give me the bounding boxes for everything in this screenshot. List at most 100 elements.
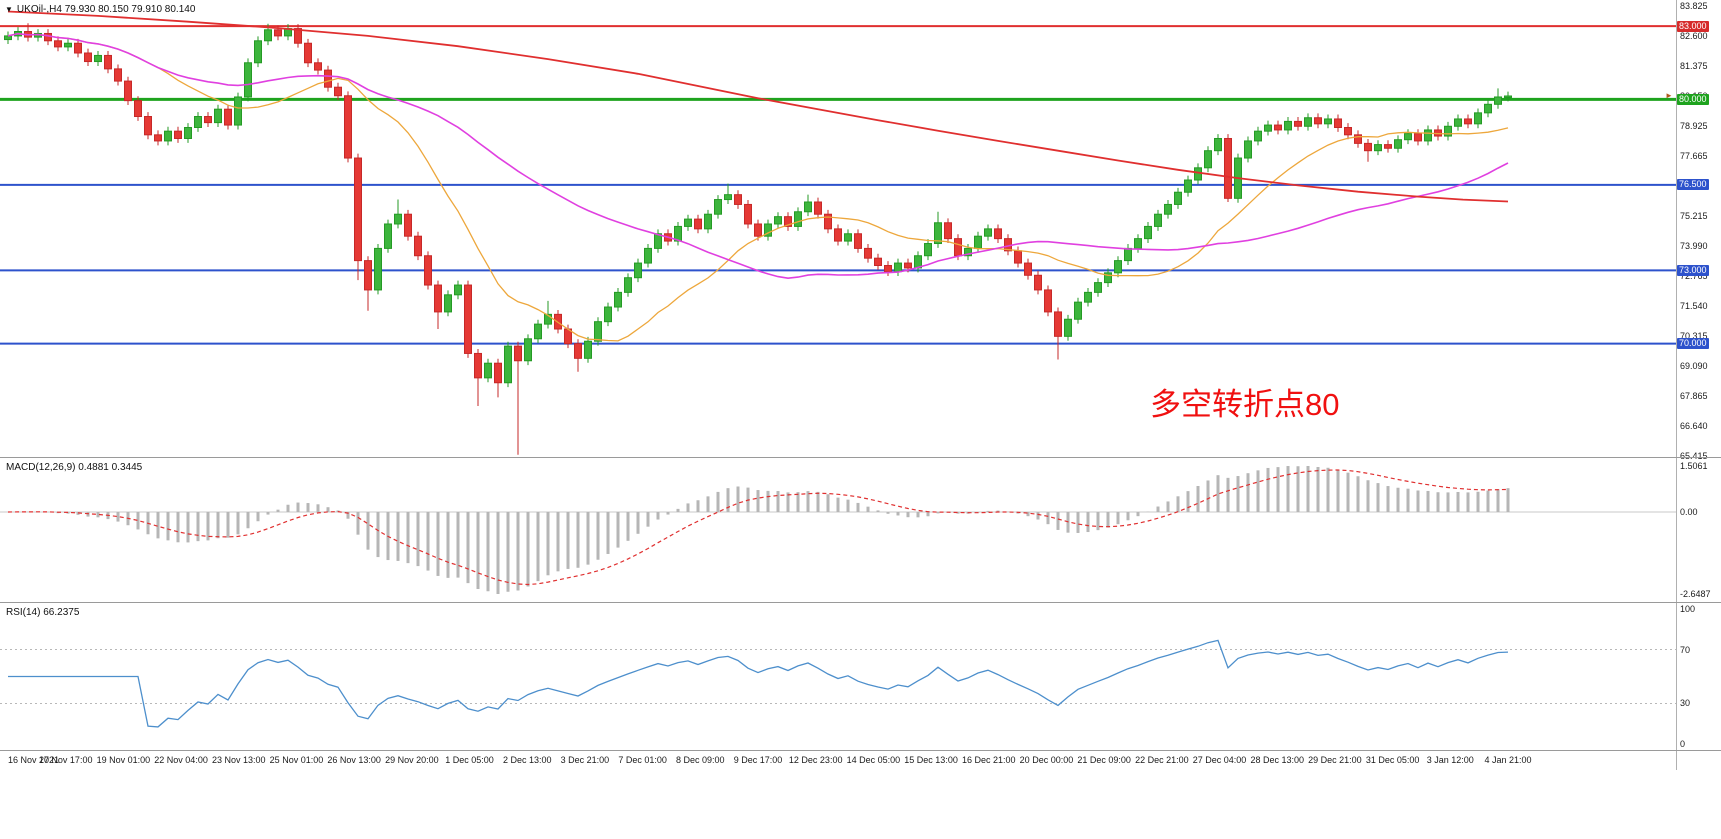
candle-up bbox=[794, 211, 802, 227]
time-axis-label: 14 Dec 05:00 bbox=[846, 755, 901, 765]
candle-down bbox=[274, 29, 282, 37]
candle-up bbox=[844, 233, 852, 242]
candle-up bbox=[1094, 282, 1102, 293]
time-axis-label: 26 Nov 13:00 bbox=[327, 755, 381, 765]
chart-annotation-text: 多空转折点80 bbox=[1150, 387, 1340, 422]
time-axis-label: 22 Dec 21:00 bbox=[1135, 755, 1189, 765]
price-axis-label: 70.315 bbox=[1680, 330, 1708, 341]
time-axis-label: 25 Nov 01:00 bbox=[269, 755, 324, 765]
candle-down bbox=[754, 223, 762, 237]
candle-up bbox=[614, 291, 622, 308]
price-axis-label: 71.540 bbox=[1680, 301, 1708, 312]
candle-down bbox=[134, 100, 142, 118]
candle-down bbox=[334, 86, 342, 97]
candle-up bbox=[1144, 225, 1152, 240]
time-scale[interactable]: 16 Nov 2021 17 Nov 17:00 19 Nov 01:00 22 No… bbox=[0, 753, 1676, 770]
price-axis-label: 67.865 bbox=[1680, 390, 1708, 401]
candle-up bbox=[1264, 124, 1272, 132]
candle-down bbox=[874, 257, 882, 267]
time-axis-label: 22 Nov 04:00 bbox=[154, 755, 208, 765]
candle-up bbox=[214, 108, 222, 124]
candle-down bbox=[354, 157, 362, 262]
macd-signal-line bbox=[7, 469, 1509, 586]
price-axis-label: 69.090 bbox=[1680, 360, 1708, 371]
candle-down bbox=[1384, 144, 1392, 149]
candle-down bbox=[514, 345, 522, 362]
hline-price-badge: 76.500 bbox=[1677, 179, 1709, 191]
candle-up bbox=[644, 247, 652, 264]
price-scale[interactable]: 1.5061 0.00 -2.6487 100 70 30 0 83.825 82… bbox=[1676, 0, 1721, 770]
candle-up bbox=[1424, 129, 1432, 142]
candle-down bbox=[944, 222, 952, 240]
time-axis-label: 7 Dec 01:00 bbox=[618, 755, 667, 765]
symbol-dropdown-icon[interactable]: ▼ bbox=[5, 4, 13, 14]
candle-down bbox=[304, 42, 312, 64]
candle-down bbox=[1224, 137, 1232, 199]
price-axis-label: 77.665 bbox=[1680, 151, 1708, 162]
price-chart-canvas[interactable] bbox=[0, 0, 1676, 457]
candle-up bbox=[704, 213, 712, 230]
candle-up bbox=[804, 201, 812, 213]
candle-up bbox=[184, 127, 192, 139]
time-axis-label: 27 Dec 04:00 bbox=[1192, 755, 1247, 765]
candle-down bbox=[864, 247, 872, 259]
candle-up bbox=[1444, 125, 1452, 137]
hline-price-badge: 80.000 bbox=[1677, 93, 1709, 105]
candle-up bbox=[254, 40, 262, 64]
candle-down bbox=[74, 42, 82, 54]
candle-up bbox=[1304, 117, 1312, 127]
candle-up bbox=[1164, 203, 1172, 215]
candle-down bbox=[1274, 124, 1282, 131]
candle-up bbox=[1214, 137, 1222, 152]
candle-down bbox=[574, 343, 582, 359]
candle-down bbox=[294, 28, 302, 44]
candle-up bbox=[164, 130, 172, 142]
hline-price-badge: 73.000 bbox=[1677, 264, 1709, 276]
candle-down bbox=[954, 238, 962, 257]
candle-up bbox=[1504, 95, 1512, 98]
candle-down bbox=[324, 69, 332, 88]
candle-down bbox=[424, 255, 432, 286]
candle-down bbox=[1024, 262, 1032, 276]
candle-up bbox=[1324, 118, 1332, 125]
candle-up bbox=[244, 62, 252, 98]
candle-down bbox=[1364, 142, 1372, 152]
time-axis-label: 16 Nov 2021 bbox=[8, 755, 60, 765]
candle-up bbox=[1074, 301, 1082, 320]
candle-up bbox=[1374, 144, 1382, 152]
candle-down bbox=[1294, 120, 1302, 127]
price-axis-label: 73.990 bbox=[1680, 241, 1708, 252]
candle-down bbox=[344, 95, 352, 159]
candle-up bbox=[264, 29, 272, 42]
candle-down bbox=[814, 201, 822, 215]
candle-up bbox=[894, 262, 902, 273]
candle-up bbox=[1474, 112, 1482, 125]
candle-down bbox=[104, 54, 112, 70]
macd-scale-label: 0.00 bbox=[1680, 507, 1698, 517]
candle-down bbox=[54, 40, 62, 48]
candle-down bbox=[834, 228, 842, 242]
rsi-panel-canvas[interactable] bbox=[0, 603, 1676, 750]
panel-separator bbox=[0, 750, 1721, 751]
candle-up bbox=[534, 323, 542, 340]
candle-up bbox=[1484, 103, 1492, 114]
candle-down bbox=[124, 80, 132, 102]
candle-down bbox=[314, 62, 322, 71]
candle-up bbox=[1084, 291, 1092, 303]
candle-down bbox=[1054, 311, 1062, 337]
candle-up bbox=[654, 233, 662, 249]
panel-separator[interactable] bbox=[0, 602, 1721, 603]
macd-panel-canvas[interactable] bbox=[0, 458, 1676, 602]
price-axis-label: 72.765 bbox=[1680, 271, 1708, 282]
candle-down bbox=[1344, 127, 1352, 136]
candle-up bbox=[674, 225, 682, 242]
time-axis-label: 12 Dec 23:00 bbox=[788, 755, 843, 765]
macd-scale-label: 1.5061 bbox=[1680, 461, 1708, 471]
time-axis-label: 29 Dec 21:00 bbox=[1308, 755, 1362, 765]
rsi-scale-label: 70 bbox=[1680, 645, 1691, 655]
candle-up bbox=[524, 338, 532, 362]
candle-up bbox=[604, 306, 612, 323]
candle-down bbox=[854, 233, 862, 249]
panel-separator[interactable] bbox=[0, 457, 1721, 458]
candle-up bbox=[384, 223, 392, 249]
